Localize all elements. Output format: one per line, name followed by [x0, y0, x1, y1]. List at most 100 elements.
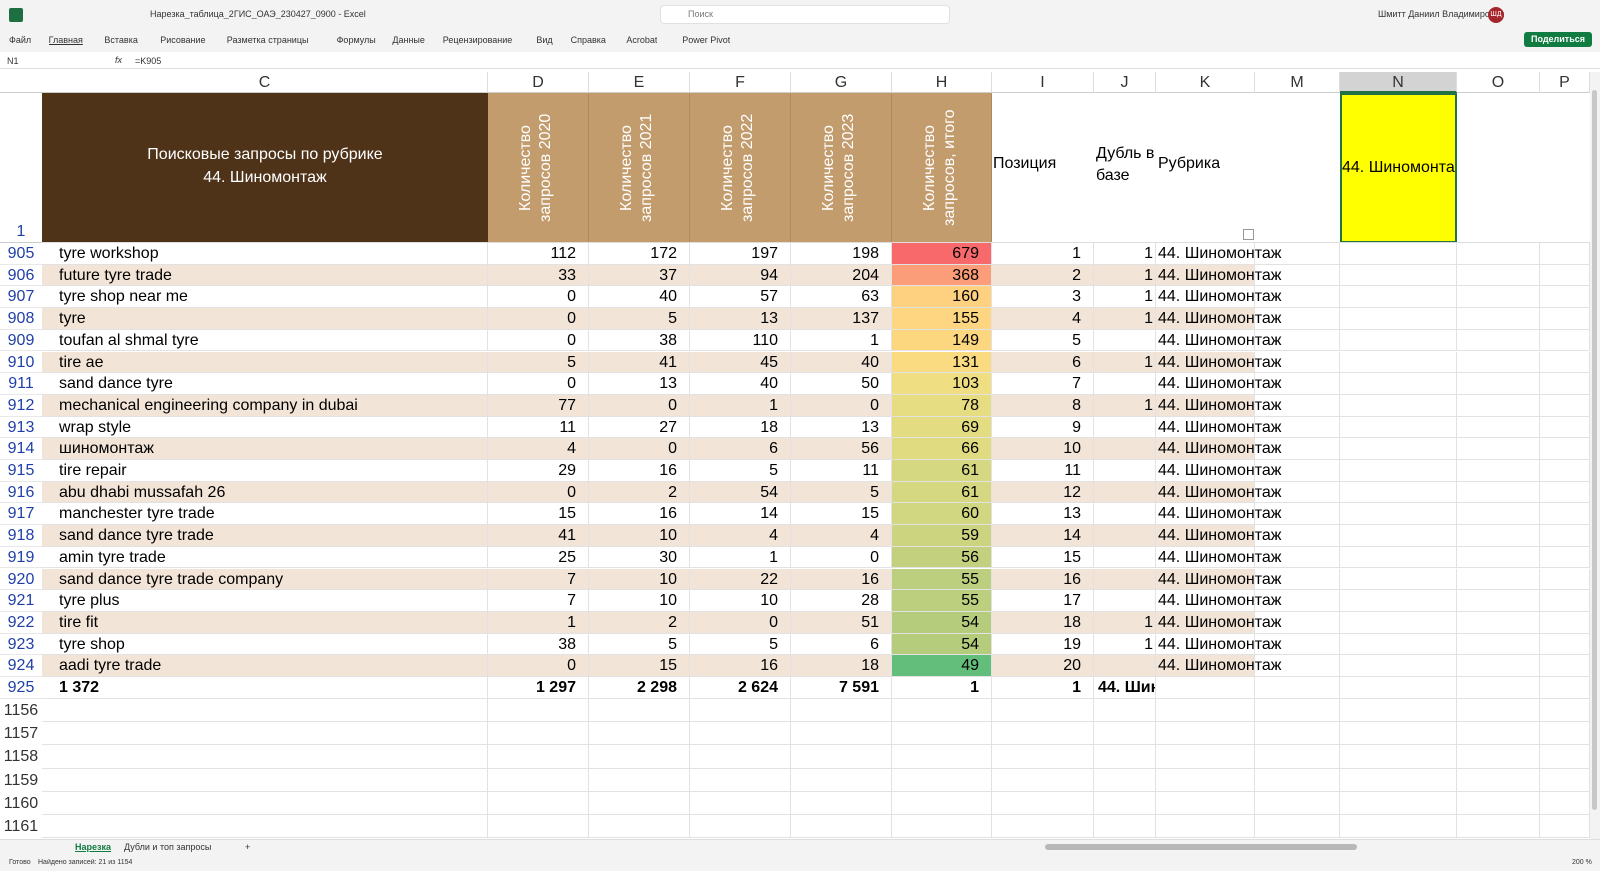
- zoom-level[interactable]: 200 %: [1572, 859, 1592, 866]
- empty-cell[interactable]: [1255, 329, 1340, 352]
- sheet-tab[interactable]: Дубли и топ запросы: [124, 842, 212, 852]
- cell[interactable]: 56: [892, 546, 992, 569]
- row-number[interactable]: 905: [0, 243, 42, 265]
- cell[interactable]: 11: [791, 460, 892, 482]
- cell[interactable]: 1 372: [42, 677, 488, 699]
- empty-cell[interactable]: [1457, 351, 1540, 374]
- empty-cell[interactable]: [1340, 590, 1457, 612]
- cell[interactable]: 44. Шиномонтаж: [1156, 655, 1282, 677]
- column-header[interactable]: P: [1540, 72, 1590, 93]
- empty-cell[interactable]: [1457, 815, 1540, 839]
- empty-cell[interactable]: [1094, 745, 1156, 769]
- cell[interactable]: 57: [690, 286, 791, 309]
- empty-cell[interactable]: [1540, 243, 1590, 265]
- empty-cell[interactable]: [1340, 481, 1457, 504]
- row-number[interactable]: 1159: [3, 771, 39, 789]
- cell[interactable]: 0: [488, 286, 589, 309]
- cell[interactable]: 44. Шиномонтаж: [1156, 481, 1282, 504]
- empty-cell[interactable]: [1457, 243, 1540, 265]
- row-number[interactable]: 907: [0, 286, 42, 309]
- empty-cell[interactable]: [1340, 438, 1457, 460]
- empty-cell[interactable]: [1457, 438, 1540, 460]
- empty-cell[interactable]: [1340, 698, 1457, 722]
- empty-cell[interactable]: [1540, 416, 1590, 439]
- empty-cell[interactable]: [1540, 351, 1590, 374]
- empty-cell[interactable]: [1255, 677, 1340, 699]
- empty-cell[interactable]: [1255, 525, 1340, 547]
- empty-cell[interactable]: [589, 768, 690, 792]
- cell[interactable]: [1094, 329, 1156, 352]
- cell[interactable]: 1: [1094, 243, 1156, 265]
- empty-cell[interactable]: [1340, 677, 1457, 699]
- cell[interactable]: 0: [488, 308, 589, 330]
- empty-cell[interactable]: [1457, 677, 1540, 699]
- cell[interactable]: 1: [892, 677, 992, 699]
- cell[interactable]: 11: [488, 416, 589, 439]
- cell[interactable]: 12: [992, 481, 1094, 504]
- empty-cell[interactable]: [1255, 698, 1340, 722]
- empty-cell[interactable]: [892, 768, 992, 792]
- ribbon-tab[interactable]: Рисование: [160, 35, 206, 45]
- empty-cell[interactable]: [1457, 481, 1540, 504]
- empty-cell[interactable]: [1340, 815, 1457, 839]
- empty-cell[interactable]: [488, 698, 589, 722]
- empty-cell[interactable]: [42, 768, 488, 792]
- empty-cell[interactable]: [1340, 460, 1457, 482]
- row-number[interactable]: 915: [0, 460, 42, 482]
- empty-cell[interactable]: [791, 745, 892, 769]
- empty-cell[interactable]: [488, 815, 589, 839]
- sheet-tab[interactable]: +: [245, 842, 251, 852]
- cell[interactable]: 1 297: [488, 677, 589, 699]
- cell[interactable]: [1094, 655, 1156, 677]
- empty-cell[interactable]: [1540, 590, 1590, 612]
- empty-cell[interactable]: [1457, 329, 1540, 352]
- cell[interactable]: 44. Шиномонтаж: [1156, 611, 1282, 634]
- empty-cell[interactable]: [488, 745, 589, 769]
- empty-cell[interactable]: [1457, 722, 1540, 746]
- cell[interactable]: 44. Шиномонтаж: [1156, 264, 1282, 287]
- ribbon-tab[interactable]: Рецензирование: [442, 35, 513, 45]
- empty-cell[interactable]: [992, 815, 1094, 839]
- cell[interactable]: 1: [488, 611, 589, 634]
- row-number[interactable]: 1: [0, 93, 42, 243]
- empty-cell[interactable]: [992, 768, 1094, 792]
- cell[interactable]: 22: [690, 568, 791, 591]
- ribbon-tab[interactable]: Справка: [570, 35, 606, 45]
- cell[interactable]: 38: [488, 633, 589, 656]
- column-header[interactable]: D: [488, 72, 589, 93]
- cell[interactable]: 44. Шиномонтаж: [1156, 243, 1282, 265]
- empty-cell[interactable]: [1255, 286, 1340, 309]
- empty-cell[interactable]: [791, 815, 892, 839]
- empty-cell[interactable]: [1540, 373, 1590, 395]
- cell[interactable]: 137: [791, 308, 892, 330]
- cell[interactable]: 7 591: [791, 677, 892, 699]
- empty-cell[interactable]: [1255, 791, 1340, 816]
- cell[interactable]: sand dance tyre: [42, 373, 488, 395]
- share-button[interactable]: Поделиться: [1524, 32, 1592, 47]
- empty-cell[interactable]: [1540, 768, 1590, 792]
- ribbon-tab[interactable]: Power Pivot: [682, 35, 731, 45]
- cell[interactable]: tyre shop near me: [42, 286, 488, 309]
- row-number[interactable]: 1157: [3, 725, 39, 742]
- empty-cell[interactable]: [1340, 546, 1457, 569]
- empty-cell[interactable]: [1255, 373, 1340, 395]
- empty-cell[interactable]: [992, 791, 1094, 816]
- empty-cell[interactable]: [1156, 791, 1255, 816]
- cell[interactable]: 0: [791, 546, 892, 569]
- cell[interactable]: 27: [589, 416, 690, 439]
- cell[interactable]: 18: [992, 611, 1094, 634]
- cell[interactable]: 38: [589, 329, 690, 352]
- empty-cell[interactable]: [1255, 351, 1340, 374]
- cell[interactable]: 61: [892, 460, 992, 482]
- empty-cell[interactable]: [488, 791, 589, 816]
- cell[interactable]: 155: [892, 308, 992, 330]
- empty-cell[interactable]: [1255, 633, 1340, 656]
- empty-cell[interactable]: [488, 722, 589, 746]
- empty-cell[interactable]: [1540, 698, 1590, 722]
- empty-cell[interactable]: [1457, 791, 1540, 816]
- empty-cell[interactable]: [1457, 698, 1540, 722]
- empty-cell[interactable]: [690, 745, 791, 769]
- empty-cell[interactable]: [1540, 460, 1590, 482]
- empty-cell[interactable]: [1255, 264, 1340, 287]
- empty-cell[interactable]: [1540, 633, 1590, 656]
